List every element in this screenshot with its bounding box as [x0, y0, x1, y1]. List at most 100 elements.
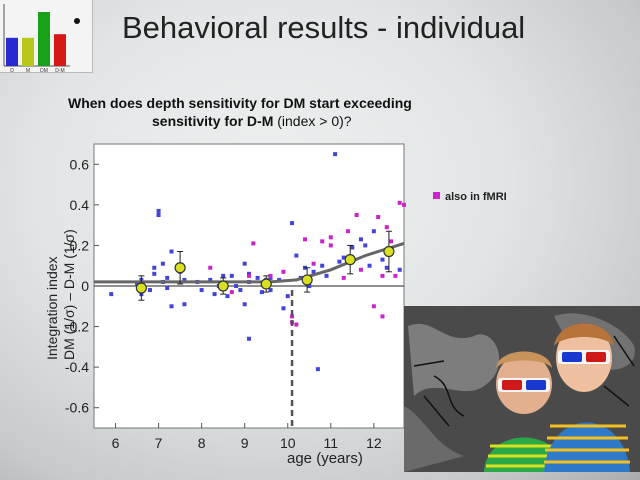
individual-point — [307, 284, 312, 288]
fmri-individual-point — [354, 213, 359, 217]
fmri-individual-point — [397, 200, 402, 205]
individual-point — [169, 249, 174, 254]
bar-chart-thumbnail: D M DM D-M — [0, 0, 93, 73]
individual-point — [212, 292, 217, 297]
group-mean-point — [135, 282, 147, 294]
y-tick-label: -0.2 — [65, 319, 89, 335]
individual-point — [182, 302, 187, 307]
x-tick-label: 7 — [155, 435, 163, 451]
x-tick-label: 9 — [241, 435, 249, 451]
individual-point — [152, 271, 157, 276]
fmri-individual-point — [251, 241, 256, 246]
individual-point — [199, 288, 204, 293]
fmri-individual-point — [384, 225, 389, 230]
fmri-individual-point — [229, 290, 234, 295]
individual-point — [311, 269, 316, 274]
individual-point — [285, 294, 290, 299]
individual-point — [341, 255, 346, 260]
x-tick-label: 11 — [324, 435, 339, 451]
individual-point — [371, 229, 376, 234]
individual-point — [397, 267, 402, 272]
individual-point — [268, 288, 273, 293]
individual-point — [221, 273, 226, 278]
fmri-individual-point — [341, 275, 346, 280]
chart-question-line-1: When does depth sensitivity for DM start… — [68, 95, 412, 111]
individual-point — [208, 277, 213, 282]
x-tick-label: 12 — [366, 435, 382, 451]
individual-point — [165, 286, 170, 291]
x-tick-label: 8 — [198, 435, 206, 451]
fmri-individual-point — [358, 267, 363, 272]
fit-curve — [94, 241, 405, 284]
fmri-individual-point — [281, 269, 286, 274]
fmri-individual-point — [208, 265, 213, 270]
x-tick-label: 10 — [280, 435, 296, 451]
individual-point — [350, 245, 355, 250]
y-axis-label-line-1: Integration index — [44, 256, 60, 360]
fmri-individual-point — [268, 273, 273, 278]
individual-point — [109, 292, 114, 297]
individual-point — [234, 284, 239, 288]
individual-point — [333, 152, 338, 157]
fmri-individual-point — [294, 322, 299, 327]
chart-question-plain-2: (index > 0)? — [273, 113, 352, 129]
thumbnail-bar-label: M — [26, 68, 30, 73]
chart-question-line-2: sensitivity for D-M (index > 0)? — [152, 113, 352, 129]
y-tick-label: -0.4 — [65, 359, 89, 375]
y-tick-label: -0.6 — [65, 400, 89, 416]
individual-point — [160, 261, 165, 266]
slide-title: Behavioral results - individual — [122, 10, 526, 45]
individual-point — [225, 294, 230, 299]
y-tick-label: 0 — [81, 278, 89, 294]
thumbnail-bar-D-M — [54, 34, 66, 66]
fmri-individual-point — [346, 229, 351, 234]
individual-point — [380, 257, 385, 262]
individual-point — [229, 273, 234, 278]
y-tick-label: 0.4 — [70, 197, 90, 213]
individual-point — [147, 288, 152, 293]
group-mean-point — [217, 280, 229, 292]
thumbnail-dot — [74, 18, 80, 24]
y-tick-label: 0.6 — [70, 156, 90, 172]
fmri-individual-point — [389, 239, 394, 244]
fmri-individual-point — [380, 314, 385, 319]
individual-point — [165, 275, 170, 280]
fmri-individual-point — [247, 273, 251, 278]
fmri-individual-point — [393, 273, 398, 278]
chart-question-bold-1: When does depth sensitivity for DM start… — [68, 95, 412, 111]
group-mean-point — [383, 245, 395, 258]
group-mean-point — [301, 274, 313, 286]
fmri-individual-point — [320, 239, 325, 244]
fmri-individual-point — [290, 314, 295, 319]
individual-point — [152, 265, 157, 270]
y-tick-label: 0.2 — [70, 237, 90, 253]
thumbnail-bar-label: D-M — [55, 68, 64, 73]
fmri-individual-point — [328, 243, 333, 248]
group-mean-point — [174, 262, 186, 274]
chart-question-bold-2: sensitivity for D-M — [152, 113, 274, 129]
individual-point — [337, 259, 342, 264]
thumbnail-bar-M — [22, 37, 34, 66]
fmri-individual-point — [371, 304, 376, 309]
fmri-individual-point — [311, 261, 316, 266]
individual-point — [281, 306, 286, 311]
individual-point — [242, 261, 247, 266]
individual-point — [294, 253, 299, 258]
individual-point — [268, 275, 273, 280]
individual-point — [156, 213, 161, 217]
individual-point — [290, 221, 295, 226]
individual-point — [367, 263, 372, 268]
y-axis-label-line-2: DM (1/σ) – D-M (1/σ) — [61, 229, 77, 360]
individual-point — [320, 263, 325, 268]
legend-marker-fmri — [433, 192, 440, 199]
fmri-individual-point — [402, 202, 406, 207]
individual-point — [324, 273, 329, 278]
individual-point — [255, 275, 260, 280]
individual-point — [315, 367, 320, 372]
individual-point — [169, 304, 174, 309]
individual-point — [238, 288, 243, 293]
individual-point — [242, 302, 247, 307]
x-axis-label: age (years) — [287, 450, 363, 467]
fmri-individual-point — [380, 273, 385, 278]
